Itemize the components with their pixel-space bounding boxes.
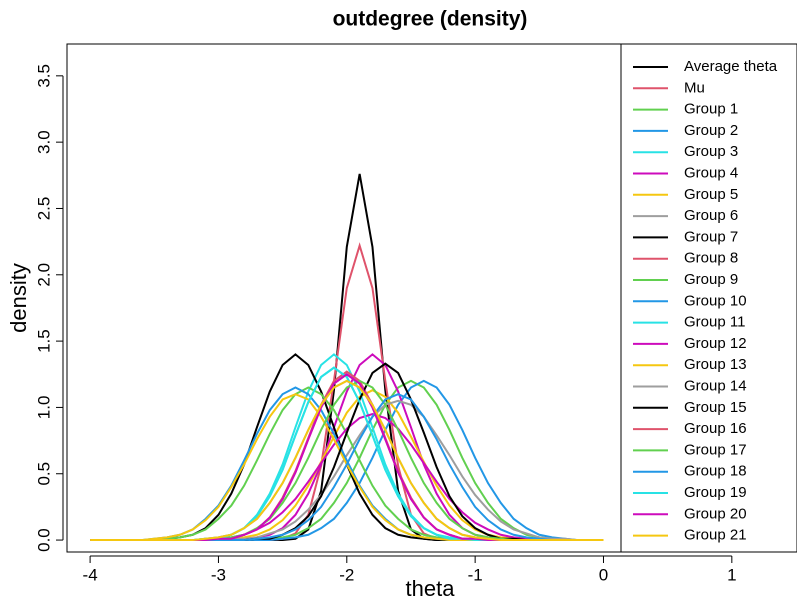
y-tick-label: 3.5 <box>34 64 53 88</box>
legend-label: Group 10 <box>684 292 747 309</box>
x-tick-label: -1 <box>468 565 483 584</box>
legend-label: Group 19 <box>684 484 747 501</box>
density-line <box>90 353 604 542</box>
y-tick-label: 1.0 <box>34 396 53 420</box>
density-line <box>90 373 604 542</box>
legend-label: Group 11 <box>684 314 745 331</box>
legend-label: Average theta <box>684 58 778 75</box>
x-tick-label: -2 <box>339 565 354 584</box>
legend-label: Mu <box>684 79 705 96</box>
legend-label: Group 8 <box>684 250 738 267</box>
legend-box <box>620 43 797 553</box>
density-line <box>90 393 604 542</box>
density-line <box>90 353 604 542</box>
legend-label: Group 21 <box>684 527 747 544</box>
legend-label: Group 3 <box>684 143 738 160</box>
legend-label: Group 9 <box>684 271 738 288</box>
axes: -4 -3 -2 -1 0 1 0.0 0.5 1.0 1.5 2.0 2.5 3.0 3.5 <box>34 64 736 584</box>
density-line <box>90 399 604 542</box>
density-line <box>90 373 604 542</box>
legend-label: Group 16 <box>684 420 747 437</box>
legend-label: Group 2 <box>684 122 738 139</box>
x-tick-label: -3 <box>211 565 226 584</box>
legend-label: Group 12 <box>684 335 747 352</box>
x-tick-label: 1 <box>727 565 736 584</box>
x-axis-label: theta <box>406 576 456 601</box>
legend-label: Group 13 <box>684 356 747 373</box>
legend: Average theta Mu Group 1 Group 2 Group 3 Grou… <box>620 43 797 553</box>
chart-title: outdegree (density) <box>333 8 528 31</box>
y-tick-label: 0.5 <box>34 462 53 486</box>
density-line <box>90 379 604 542</box>
y-tick-label: 2.0 <box>34 263 53 287</box>
y-tick-label: 0.0 <box>34 528 53 552</box>
x-tick-label: 0 <box>599 565 608 584</box>
curves <box>90 173 604 542</box>
legend-label: Group 18 <box>684 463 747 480</box>
legend-label: Group 6 <box>684 207 738 224</box>
y-tick-label: 2.5 <box>34 197 53 221</box>
density-line <box>90 173 604 542</box>
legend-label: Group 5 <box>684 186 738 203</box>
x-tick-label: -4 <box>83 565 98 584</box>
legend-label: Group 4 <box>684 164 738 181</box>
y-axis-label: density <box>6 263 31 333</box>
legend-label: Group 17 <box>684 441 747 458</box>
legend-label: Group 15 <box>684 399 747 416</box>
density-line <box>90 353 604 542</box>
legend-label: Group 1 <box>684 101 738 118</box>
y-tick-label: 3.0 <box>34 130 53 154</box>
y-tick-label: 1.5 <box>34 329 53 353</box>
density-line <box>90 393 604 542</box>
legend-label: Group 7 <box>684 228 738 245</box>
legend-label: Group 14 <box>684 377 747 394</box>
legend-label: Group 20 <box>684 505 747 522</box>
